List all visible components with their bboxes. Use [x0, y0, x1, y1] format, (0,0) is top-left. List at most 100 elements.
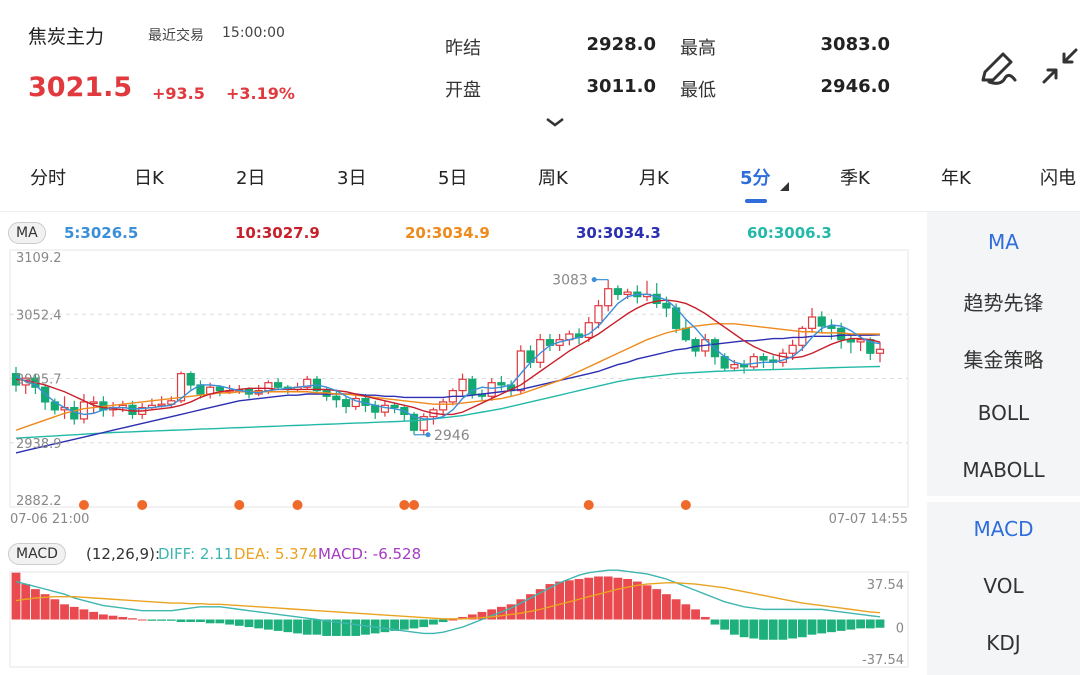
indicator-trend-pioneer[interactable]: 趋势先锋 [963, 291, 1044, 315]
macd-bar [380, 619, 390, 633]
ma60-line [15, 365, 881, 439]
macd-bar [50, 599, 60, 620]
macd-bar [496, 606, 506, 620]
candle-body [691, 339, 700, 352]
macd-bar [205, 619, 215, 624]
macd-bar [526, 594, 535, 620]
tab-5-day[interactable]: 5日 [438, 168, 468, 189]
signal-dot [409, 500, 420, 510]
candle-body [652, 293, 661, 305]
macd-bar [215, 619, 225, 624]
tab-2-day[interactable]: 2日 [236, 168, 266, 189]
quote-label-high: 最高 [680, 38, 716, 59]
candle-body [351, 397, 360, 408]
candle-body [468, 378, 477, 395]
macd-bar [244, 619, 254, 628]
candle-body [487, 382, 496, 397]
tab-3-day[interactable]: 3日 [337, 168, 367, 189]
macd-bar [865, 619, 875, 629]
tab-weekly-k[interactable]: 周K [538, 168, 568, 189]
macd-y-tick-label: 0 [896, 622, 904, 637]
macd-bar [642, 585, 652, 620]
macd-badge[interactable]: MACD [8, 543, 66, 565]
macd-bar [176, 619, 186, 623]
last-trade-label: 最近交易 [148, 28, 204, 44]
macd-bar [836, 619, 846, 631]
macd-bar [749, 619, 759, 639]
indicator-boll[interactable]: BOLL [977, 401, 1030, 425]
quote-value-open: 3011.0 [586, 76, 656, 97]
macd-bar [623, 579, 632, 620]
high-marker-label: 3083 [552, 273, 588, 289]
candle-body [856, 339, 865, 343]
ma20-label: 20:3034.9 [405, 224, 490, 242]
signal-dot [137, 500, 148, 510]
macd-value-label: MACD: -6.528 [318, 545, 422, 563]
divider [0, 211, 1080, 212]
candle-body [332, 395, 341, 401]
tab-dropdown-triangle-icon[interactable] [780, 182, 789, 191]
macd-bar [11, 572, 21, 620]
x-start-label: 07-06 21:00 [10, 512, 89, 527]
macd-bar [652, 589, 662, 620]
indicator-maboll[interactable]: MABOLL [962, 458, 1045, 482]
tab-intraday[interactable]: 分时 [30, 168, 66, 189]
quote-value-prev-settle: 2928.0 [586, 34, 656, 55]
macd-bar [166, 619, 176, 621]
ma5-label: 5:3026.5 [64, 224, 139, 242]
candle-body [157, 403, 166, 407]
candle-body [215, 386, 224, 392]
macd-bar [361, 619, 370, 635]
candle-body [89, 401, 98, 405]
macd-bar [875, 619, 885, 628]
signal-dot [78, 500, 89, 510]
chevron-down-icon[interactable] [545, 116, 565, 128]
macd-bar [312, 619, 322, 635]
macd-bar [341, 619, 351, 636]
y-tick-label: 3052.4 [16, 308, 62, 323]
macd-diff-label: DIFF: 2.11 [158, 545, 234, 563]
indicator-kdj[interactable]: KDJ [986, 631, 1021, 655]
macd-bar [467, 614, 477, 620]
macd-bar [564, 580, 574, 620]
indicator-vol[interactable]: VOL [983, 574, 1024, 598]
ma-badge[interactable]: MA [8, 222, 46, 244]
candle-body [264, 382, 273, 392]
macd-dea-line [15, 582, 881, 620]
indicator-macd[interactable]: MACD [973, 517, 1034, 541]
tab-lightning[interactable]: 闪电 [1040, 168, 1076, 189]
macd-bar [700, 616, 710, 620]
macd-bar [739, 619, 749, 638]
indicator-jijin-strategy[interactable]: 集金策略 [963, 348, 1044, 372]
collapse-arrows-icon[interactable] [1040, 46, 1080, 86]
tab-monthly-k[interactable]: 月K [639, 168, 669, 189]
macd-bar [759, 619, 768, 640]
kline-chart[interactable]: 3109.2 3052.4 2995.7 2938.9 2882.2 3083 2946 07… [0, 212, 927, 675]
pen-icon[interactable] [975, 46, 1019, 90]
y-tick-label: 2995.7 [16, 373, 62, 388]
candle-body [788, 344, 797, 354]
candle-body [623, 291, 632, 295]
macd-bar [79, 609, 89, 620]
quote-label-open: 开盘 [445, 80, 481, 101]
candle-body [79, 401, 89, 420]
tab-yearly-k[interactable]: 年K [941, 168, 971, 189]
tab-daily-k[interactable]: 日K [134, 168, 164, 189]
candle-body [497, 382, 506, 386]
candle-body [439, 401, 448, 411]
macd-bar [632, 581, 642, 620]
macd-bar [225, 619, 234, 625]
macd-bar [516, 599, 526, 620]
macd-bar [817, 619, 827, 634]
indicator-ma[interactable]: MA [988, 230, 1019, 254]
candle-body [516, 350, 525, 392]
signal-dot [399, 500, 410, 510]
tab-5-min[interactable]: 5分 [740, 168, 771, 189]
macd-bar [681, 604, 691, 620]
macd-bar [613, 577, 623, 620]
macd-bar [351, 619, 361, 636]
tab-quarterly-k[interactable]: 季K [840, 168, 870, 189]
macd-bar [778, 619, 788, 640]
candle-body [380, 404, 389, 413]
candle-body [778, 352, 788, 363]
